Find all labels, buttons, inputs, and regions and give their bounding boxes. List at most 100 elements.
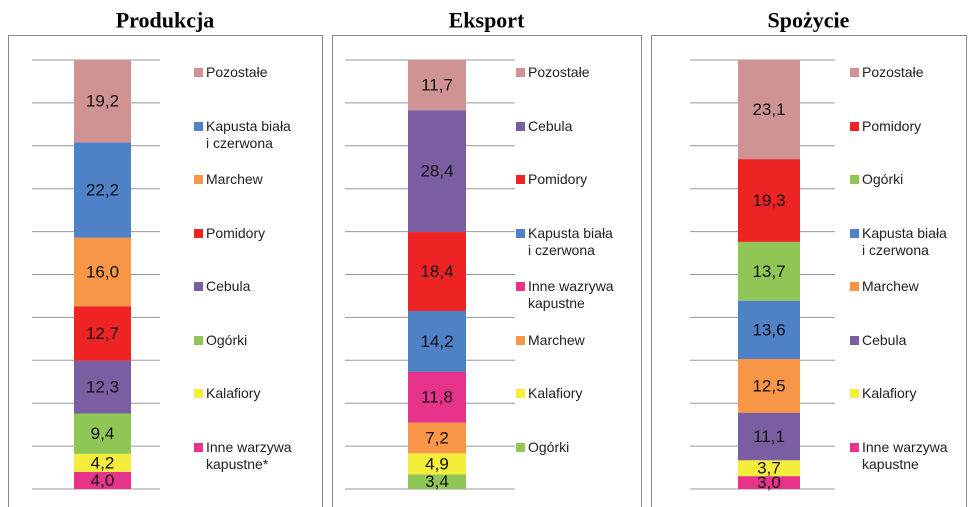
legend-swatch (516, 335, 525, 345)
value-label: 4,2 (91, 453, 115, 472)
bar-segment (408, 422, 466, 454)
legend-item: Kapusta biała i czerwona (850, 225, 947, 259)
value-label: 28,4 (420, 162, 453, 181)
bar-segment (408, 453, 466, 475)
bar-segment (74, 360, 131, 414)
value-label: 18,4 (420, 262, 453, 281)
legend-swatch (194, 282, 203, 291)
legend-item: Cebula (516, 118, 572, 135)
legend-item: Marchew (850, 278, 919, 295)
legend-label: Kalafiory (862, 385, 917, 401)
value-label: 19,3 (752, 191, 785, 210)
bar-segment (74, 306, 131, 361)
value-label: 14,2 (420, 332, 453, 351)
bar-segment (74, 237, 131, 307)
legend-label: Kapusta biała i czerwona (206, 117, 291, 151)
bar-segment (738, 300, 800, 360)
bar-segment (408, 232, 466, 311)
legend-item: Marchew (516, 332, 585, 349)
chart-title: Produkcja (116, 8, 215, 33)
legend-label: Kalafiory (206, 385, 261, 401)
legend-label: Kapusta biała i czerwona (862, 224, 947, 258)
legend-swatch (850, 68, 859, 77)
legend-swatch (194, 68, 203, 77)
legend-swatch (516, 389, 525, 398)
bar-segment (74, 142, 131, 238)
legend-label: Kalafiory (528, 385, 583, 401)
panel-border (8, 35, 323, 507)
value-label: 12,5 (752, 376, 785, 395)
legend-item: Pozostałe (516, 64, 589, 81)
legend-label: Pozostałe (862, 64, 924, 80)
legend-swatch (516, 228, 525, 238)
legend-item: Kalafiory (194, 385, 260, 402)
value-label: 12,7 (86, 324, 119, 343)
bar-segment (74, 413, 131, 454)
legend-label: Cebula (206, 278, 251, 294)
legend-label: Kapusta biała i czerwona (528, 224, 613, 258)
value-label: 9,4 (91, 424, 115, 443)
value-label: 23,1 (752, 100, 785, 119)
legend-item: Kalafiory (850, 385, 916, 402)
value-label: 11,8 (421, 388, 453, 407)
chart-title: Spożycie (768, 8, 850, 33)
legend-item: Inne warzywa kapustne* (194, 439, 292, 473)
value-label: 7,2 (425, 428, 449, 447)
value-label: 13,6 (752, 320, 785, 339)
legend-swatch (850, 442, 859, 452)
chart-title: Eksport (449, 8, 525, 33)
value-label: 13,7 (752, 262, 785, 281)
legend-label: Inne wazrywa kapustne (528, 278, 614, 311)
bar-segment (408, 60, 466, 111)
bar-segment (408, 310, 466, 372)
legend-item: Pozostałe (850, 64, 923, 81)
bar-segment (738, 460, 800, 477)
legend-item: Inne wazrywa kapustne (516, 278, 614, 312)
value-label: 19,2 (86, 92, 119, 111)
legend-label: Ogórki (528, 438, 570, 455)
legend-swatch (194, 121, 203, 131)
value-label: 12,3 (86, 378, 119, 397)
legend-label: Marchew (528, 331, 585, 348)
legend-label: Pomidory (528, 171, 588, 187)
value-label: 22,2 (86, 180, 119, 199)
legend-label: Marchew (862, 278, 919, 294)
bar-segment (74, 453, 131, 472)
legend-swatch (850, 282, 859, 291)
bar-segment (738, 241, 800, 301)
value-label: 3,7 (757, 459, 781, 478)
legend-item: Ogórki (516, 439, 569, 456)
value-label: 4,0 (91, 471, 115, 490)
value-label: 16,0 (86, 262, 119, 281)
panel-border (651, 35, 967, 507)
legend-label: Pozostałe (528, 64, 590, 80)
value-label: 3,0 (757, 473, 781, 492)
legend-swatch (516, 121, 525, 131)
bar-segment (408, 110, 466, 233)
bar-segment (738, 476, 800, 489)
legend-item: Ogórki (194, 332, 247, 349)
legend-swatch (516, 442, 525, 452)
bar-segment (738, 359, 800, 413)
legend-item: Ogórki (850, 171, 903, 188)
legend-label: Pozostałe (206, 64, 268, 80)
bar-segment (74, 471, 131, 489)
legend-swatch (850, 335, 859, 345)
legend-item: Pomidory (850, 118, 921, 135)
legend-swatch (194, 442, 203, 452)
legend-item: Inne warzywa kapustne (850, 439, 948, 473)
legend-item: Kapusta biała i czerwona (194, 118, 291, 152)
bar-segment (408, 474, 466, 489)
value-label: 3,4 (425, 472, 449, 491)
panel-border (332, 35, 642, 507)
legend-label: Ogórki (206, 331, 248, 348)
legend-item: Marchew (194, 171, 263, 188)
legend-swatch (516, 175, 525, 184)
value-label: 11,7 (421, 76, 453, 95)
legend-label: Inne warzywa kapustne* (206, 438, 292, 472)
legend-item: Pomidory (194, 225, 265, 242)
legend-label: Ogórki (862, 171, 904, 187)
legend-label: Pomidory (206, 224, 266, 241)
legend-swatch (194, 335, 203, 345)
